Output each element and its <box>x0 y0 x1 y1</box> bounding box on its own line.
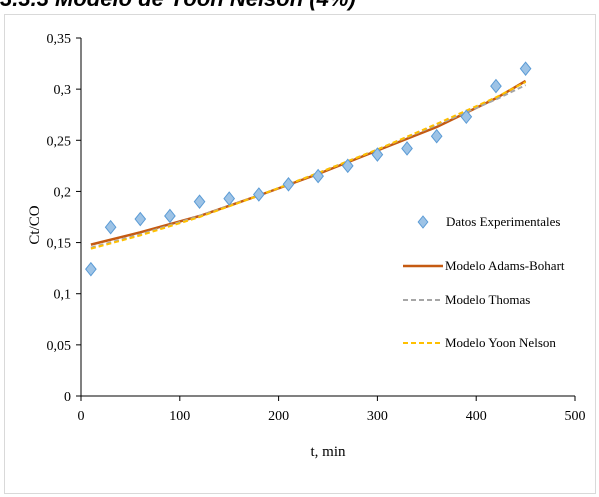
y-tick-label: 0,15 <box>47 237 72 252</box>
data-point <box>430 128 443 144</box>
data-point <box>223 191 236 206</box>
x-tick-label: 0 <box>78 409 85 424</box>
legend-label: Modelo Thomas <box>445 292 530 307</box>
y-tick-label: 0,05 <box>47 339 72 354</box>
yoon-nelson-line <box>90 81 527 250</box>
data-point <box>282 176 295 192</box>
y-tick-label: 0 <box>64 390 71 405</box>
x-tick-label: 300 <box>367 409 388 424</box>
legend-label: Modelo Yoon Nelson <box>445 335 556 350</box>
y-tick-label: 0,25 <box>47 134 72 149</box>
y-tick-label: 0,1 <box>54 288 72 303</box>
data-point <box>85 261 97 277</box>
x-tick-label: 500 <box>565 409 586 424</box>
data-point <box>341 158 354 174</box>
legend-label: Modelo Adams-Bohart <box>445 258 565 273</box>
x-tick-label: 200 <box>268 409 289 424</box>
data-point <box>312 168 324 184</box>
chart-frame <box>4 14 596 494</box>
data-point <box>104 219 117 235</box>
data-point <box>252 187 265 202</box>
data-point <box>460 109 473 125</box>
legend-label: Datos Experimentales <box>446 214 560 229</box>
x-tick-label: 100 <box>169 409 190 424</box>
data-point <box>519 61 532 76</box>
legend-marker-experimental <box>417 215 429 229</box>
y-tick-label: 0,2 <box>54 185 72 200</box>
data-point <box>193 194 206 209</box>
data-point <box>134 211 147 227</box>
data-point <box>164 208 176 224</box>
data-point <box>490 78 502 94</box>
x-axis-label: t, min <box>310 444 346 460</box>
thomas-line <box>90 84 527 249</box>
x-tick-label: 400 <box>466 409 487 424</box>
data-point <box>401 141 413 156</box>
y-axis-label: Ct/CO <box>27 205 43 244</box>
page-title: 3.3.3 Modelo de Yoon Nelson (4%) <box>0 0 356 12</box>
data-point <box>371 147 384 162</box>
y-tick-label: 0,3 <box>54 83 72 98</box>
y-tick-label: 0,35 <box>47 32 72 47</box>
